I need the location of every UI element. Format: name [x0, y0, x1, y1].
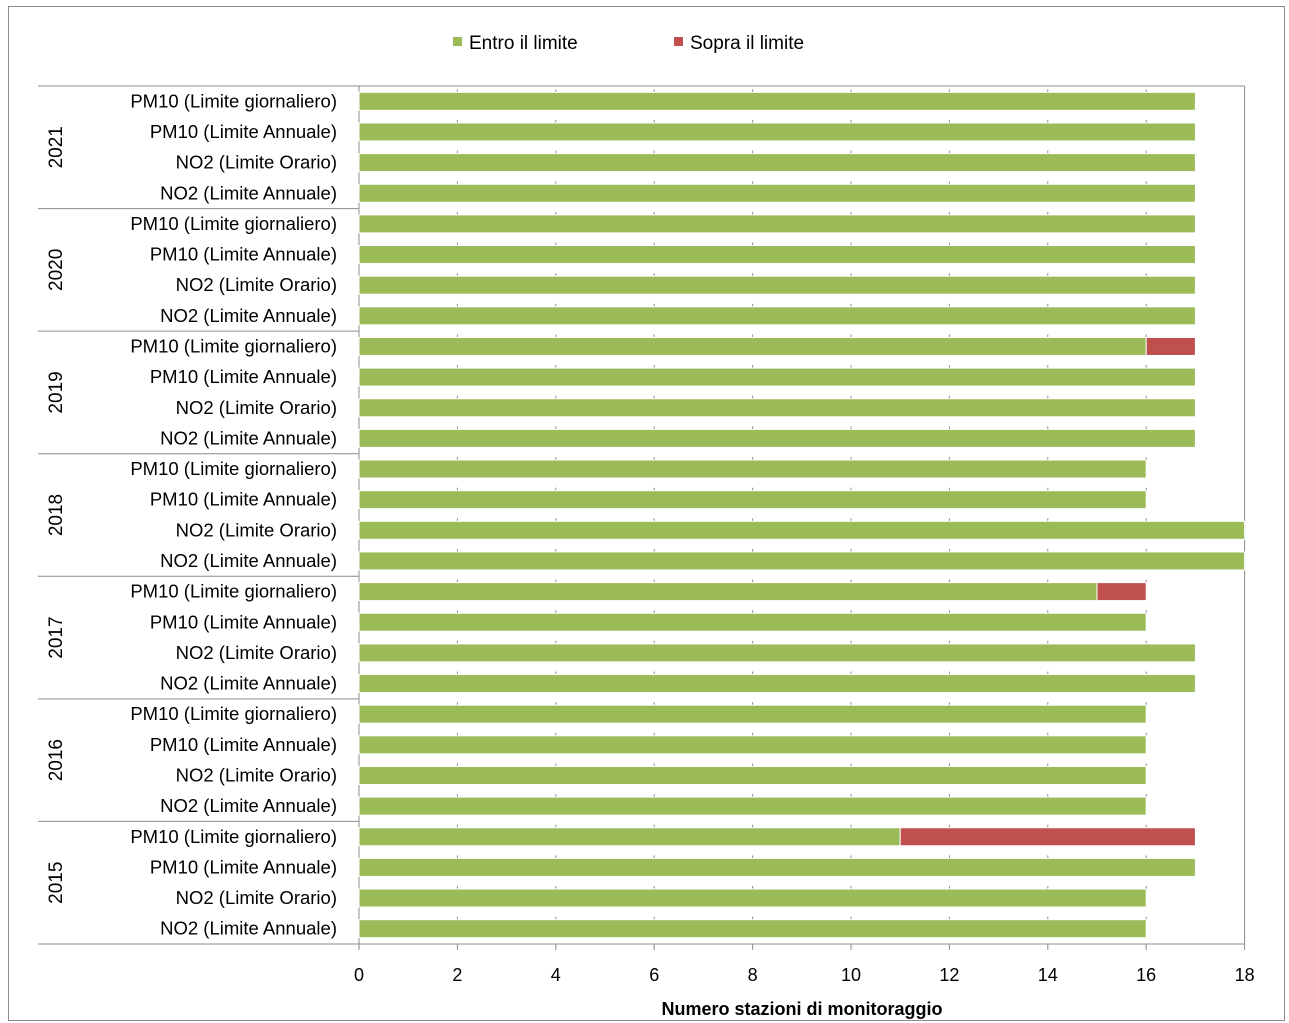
- bar-entro-il-limite: [358, 398, 1196, 418]
- row-label: NO2 (Limite Orario): [176, 887, 337, 908]
- row-label: PM10 (Limite Annuale): [150, 489, 337, 510]
- bar-entro-il-limite: [358, 183, 1196, 203]
- legend-swatch-sopra: [674, 37, 683, 46]
- row-label: PM10 (Limite giornaliero): [130, 90, 337, 111]
- row-label: NO2 (Limite Orario): [176, 397, 337, 418]
- legend: Entro il limite Sopra il limite: [453, 33, 804, 54]
- row-label: PM10 (Limite giornaliero): [130, 213, 337, 234]
- x-tick-label: 12: [939, 965, 959, 985]
- bar-sopra-il-limite: [1145, 336, 1196, 356]
- row-label: NO2 (Limite Annuale): [160, 673, 337, 694]
- x-tick-label: 14: [1038, 965, 1058, 985]
- year-label: 2017: [46, 616, 67, 658]
- row-label: PM10 (Limite giornaliero): [130, 581, 337, 602]
- x-tick-label: 6: [649, 965, 659, 985]
- bar-entro-il-limite: [358, 674, 1196, 694]
- bar-entro-il-limite: [358, 582, 1098, 602]
- bar-sopra-il-limite: [899, 827, 1196, 847]
- bar-entro-il-limite: [358, 796, 1147, 816]
- row-label: PM10 (Limite giornaliero): [130, 826, 337, 847]
- row-label: PM10 (Limite Annuale): [150, 121, 337, 142]
- row-label: NO2 (Limite Orario): [176, 152, 337, 173]
- bar-entro-il-limite: [358, 765, 1147, 785]
- bar-entro-il-limite: [358, 735, 1147, 755]
- row-label: PM10 (Limite Annuale): [150, 611, 337, 632]
- row-label: PM10 (Limite giornaliero): [130, 335, 337, 356]
- row-label: PM10 (Limite Annuale): [150, 734, 337, 755]
- bar-entro-il-limite: [358, 153, 1196, 173]
- bar-entro-il-limite: [358, 704, 1147, 724]
- bar-entro-il-limite: [358, 612, 1147, 632]
- x-tick-label: 18: [1235, 965, 1255, 985]
- bar-entro-il-limite: [358, 122, 1196, 142]
- year-label: 2015: [46, 862, 67, 904]
- bar-sopra-il-limite: [1096, 582, 1147, 602]
- x-tick-label: 2: [452, 965, 462, 985]
- row-label: NO2 (Limite Annuale): [160, 182, 337, 203]
- row-label: NO2 (Limite Orario): [176, 642, 337, 663]
- bar-entro-il-limite: [358, 245, 1196, 265]
- bar-entro-il-limite: [358, 857, 1196, 877]
- legend-label-sopra: Sopra il limite: [690, 33, 804, 54]
- bar-entro-il-limite: [358, 306, 1196, 326]
- bar-entro-il-limite: [358, 643, 1196, 663]
- x-tick-label: 10: [841, 965, 861, 985]
- row-label: NO2 (Limite Annuale): [160, 918, 337, 939]
- bar-entro-il-limite: [358, 888, 1147, 908]
- x-tick-label: 16: [1136, 965, 1156, 985]
- bar-entro-il-limite: [358, 551, 1246, 571]
- bar-entro-il-limite: [358, 428, 1196, 448]
- x-tick-label: 0: [354, 965, 364, 985]
- chart-frame: [8, 6, 1285, 1021]
- x-tick-label: 8: [748, 965, 758, 985]
- row-label: PM10 (Limite giornaliero): [130, 703, 337, 724]
- legend-swatch-entro: [453, 37, 462, 46]
- bar-entro-il-limite: [358, 91, 1196, 111]
- row-label: NO2 (Limite Orario): [176, 274, 337, 295]
- plot-area: 0 2 4 6 8 10 12 14 16 18 2021 PM10 (Limite giornali…: [38, 85, 1255, 985]
- year-label: 2020: [46, 249, 67, 291]
- row-label: NO2 (Limite Annuale): [160, 795, 337, 816]
- year-label: 2019: [46, 371, 67, 413]
- year-label: 2021: [46, 126, 67, 168]
- bar-entro-il-limite: [358, 367, 1196, 387]
- row-label: NO2 (Limite Annuale): [160, 550, 337, 571]
- x-axis-title: Numero stazioni di monitoraggio: [661, 999, 942, 1019]
- row-label: PM10 (Limite Annuale): [150, 856, 337, 877]
- bar-entro-il-limite: [358, 827, 901, 847]
- bar-entro-il-limite: [358, 275, 1196, 295]
- bar-entro-il-limite: [358, 459, 1147, 479]
- bar-entro-il-limite: [358, 520, 1246, 540]
- bar-entro-il-limite: [358, 336, 1147, 356]
- row-label: NO2 (Limite Orario): [176, 519, 337, 540]
- row-label: NO2 (Limite Annuale): [160, 427, 337, 448]
- row-label: PM10 (Limite Annuale): [150, 244, 337, 265]
- row-label: PM10 (Limite giornaliero): [130, 458, 337, 479]
- x-tick-label: 4: [551, 965, 561, 985]
- row-label: NO2 (Limite Annuale): [160, 305, 337, 326]
- year-label: 2016: [46, 739, 67, 781]
- bar-entro-il-limite: [358, 490, 1147, 510]
- year-label: 2018: [46, 494, 67, 536]
- bar-entro-il-limite: [358, 919, 1147, 939]
- row-label: NO2 (Limite Orario): [176, 764, 337, 785]
- bar-entro-il-limite: [358, 214, 1196, 234]
- legend-label-entro: Entro il limite: [469, 33, 578, 54]
- row-label: PM10 (Limite Annuale): [150, 366, 337, 387]
